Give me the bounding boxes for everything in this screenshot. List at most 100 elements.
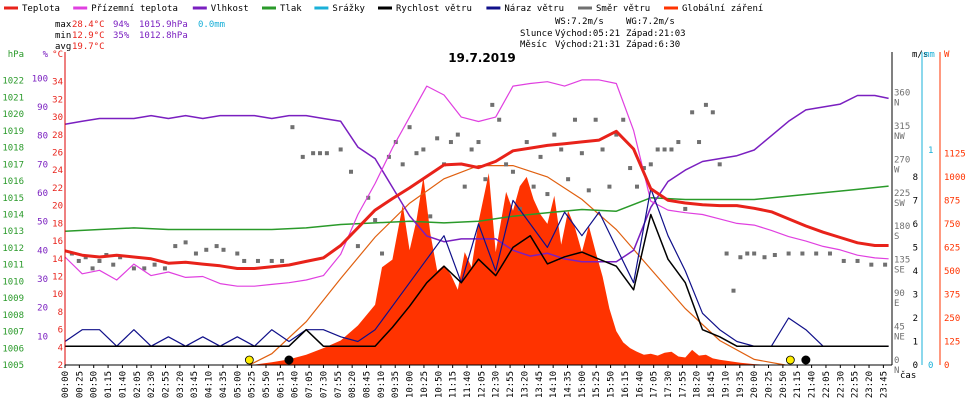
hpa-tick-label: 1020 — [2, 110, 24, 120]
x-tick-label: 20:00 — [750, 371, 760, 398]
x-tick-label: 23:20 — [865, 371, 875, 398]
radiation-tick-label: 875 — [944, 196, 960, 206]
hpa-tick-label: 1021 — [2, 93, 24, 103]
x-tick-label: 22:30 — [836, 371, 846, 398]
direction-tick-name: S — [894, 232, 899, 242]
temperature-tick-label: 12 — [52, 272, 63, 282]
wind-speed-tick-label: 4 — [913, 267, 918, 277]
radiation-axis-unit: W — [944, 50, 950, 60]
stat-min-press: 1012.8hPa — [139, 31, 188, 41]
wind-direction-point — [90, 266, 95, 271]
x-tick-label: 07:30 — [319, 371, 329, 398]
moon-rise: Východ:21:31 — [555, 40, 620, 50]
direction-tick-name: SW — [894, 199, 905, 209]
stat-min-label: min — [55, 31, 71, 41]
wind-direction-point — [538, 154, 543, 159]
stat-min-temp: 12.9°C — [72, 31, 105, 41]
sunset-marker — [785, 355, 795, 365]
wind-direction-point — [724, 251, 729, 256]
wind-direction-point — [752, 251, 757, 256]
wind-direction-point — [710, 110, 715, 115]
temperature-tick-label: 30 — [52, 113, 63, 123]
wind-direction-point — [800, 251, 805, 256]
direction-tick-degrees: 0 — [894, 356, 899, 366]
hpa-tick-label: 1012 — [2, 244, 24, 254]
hpa-tick-label: 1009 — [2, 294, 24, 304]
wind-direction-point — [111, 262, 116, 267]
hpa-tick-label: 1007 — [2, 328, 24, 338]
radiation-tick-label: 500 — [944, 267, 960, 277]
x-tick-label: 05:50 — [262, 371, 272, 398]
wind-direction-point — [621, 117, 626, 122]
chart-stats-header: max 28.4°C 94% 1015.9hPa 0.0mm min 12.9°… — [55, 17, 686, 52]
moonset-marker — [284, 355, 294, 365]
wind-direction-point — [380, 251, 385, 256]
temperature-tick-label: 18 — [52, 219, 63, 229]
rain-tick-label: 0 — [928, 361, 933, 371]
x-tick-label: 21:15 — [793, 371, 803, 398]
x-tick-label: 12:05 — [477, 371, 487, 398]
hpa-tick-label: 1010 — [2, 277, 24, 287]
wind-speed-tick-label: 3 — [913, 290, 918, 300]
radiation-tick-label: 750 — [944, 220, 960, 230]
wind-direction-point — [476, 140, 481, 145]
wind-direction-point — [76, 258, 81, 263]
radiation-tick-label: 0 — [944, 361, 949, 371]
stat-max-rain: 0.0mm — [198, 20, 225, 30]
humidity-line — [64, 94, 889, 263]
x-tick-label: 18:20 — [693, 371, 703, 398]
x-tick-label: 03:20 — [176, 371, 186, 398]
temperature-tick-label: 28 — [52, 131, 63, 141]
wind-direction-point — [355, 244, 360, 249]
stat-max-temp: 28.4°C — [72, 20, 105, 30]
x-tick-label: 18:45 — [707, 371, 717, 398]
temperature-tick-label: 32 — [52, 95, 63, 105]
wind-direction-point — [586, 188, 591, 193]
moon-set: Západ:6:30 — [626, 40, 680, 50]
hpa-tick-label: 1022 — [2, 77, 24, 87]
x-tick-label: 10:50 — [434, 371, 444, 398]
radiation-tick-label: 1125 — [944, 149, 966, 159]
plot-area — [64, 79, 889, 366]
wind-direction-point — [841, 258, 846, 263]
wind-direction-point — [373, 218, 378, 223]
direction-tick-degrees: 360 — [894, 88, 910, 98]
wind-direction-point — [400, 162, 405, 167]
legend-label: Vlhkost — [211, 4, 249, 14]
wind-direction-point — [214, 244, 219, 249]
wind-direction-point — [448, 140, 453, 145]
x-tick-label: 07:55 — [334, 371, 344, 398]
hpa-tick-label: 1011 — [2, 261, 24, 271]
rain-tick-label: 1 — [928, 146, 933, 156]
wind-direction-point — [366, 195, 371, 200]
wind-direction-point — [311, 151, 316, 156]
x-tick-label: 16:15 — [621, 371, 631, 398]
x-tick-label: 00:50 — [90, 371, 100, 398]
wind-direction-point — [324, 151, 329, 156]
wind-direction-point — [407, 125, 412, 130]
legend-label: Tlak — [280, 4, 302, 14]
wind-direction-point — [614, 132, 619, 137]
temperature-tick-label: 22 — [52, 184, 63, 194]
wind-direction-point — [317, 151, 322, 156]
stat-min-hum: 35% — [113, 31, 130, 41]
x-tick-label: 00:00 — [61, 371, 71, 398]
x-tick-label: 13:45 — [535, 371, 545, 398]
x-tick-label: 07:05 — [305, 371, 315, 398]
legend-label: Teplota — [22, 4, 60, 14]
wind-direction-point — [414, 151, 419, 156]
x-tick-label: 12:55 — [506, 371, 516, 398]
wind-direction-point — [242, 258, 247, 263]
direction-tick-name: NE — [894, 333, 905, 343]
wind-direction-point — [545, 192, 550, 197]
wind-speed-tick-label: 7 — [913, 196, 918, 206]
wind-direction-point — [738, 255, 743, 260]
x-tick-label: 19:35 — [736, 371, 746, 398]
temperature-tick-label: 34 — [52, 78, 63, 88]
hpa-tick-label: 1008 — [2, 311, 24, 321]
wind-direction-point — [300, 154, 305, 159]
wind-direction-point — [655, 147, 660, 152]
temperature-tick-label: 16 — [52, 237, 63, 247]
stat-max-hum: 94% — [113, 20, 130, 30]
radiation-tick-label: 250 — [944, 314, 960, 324]
